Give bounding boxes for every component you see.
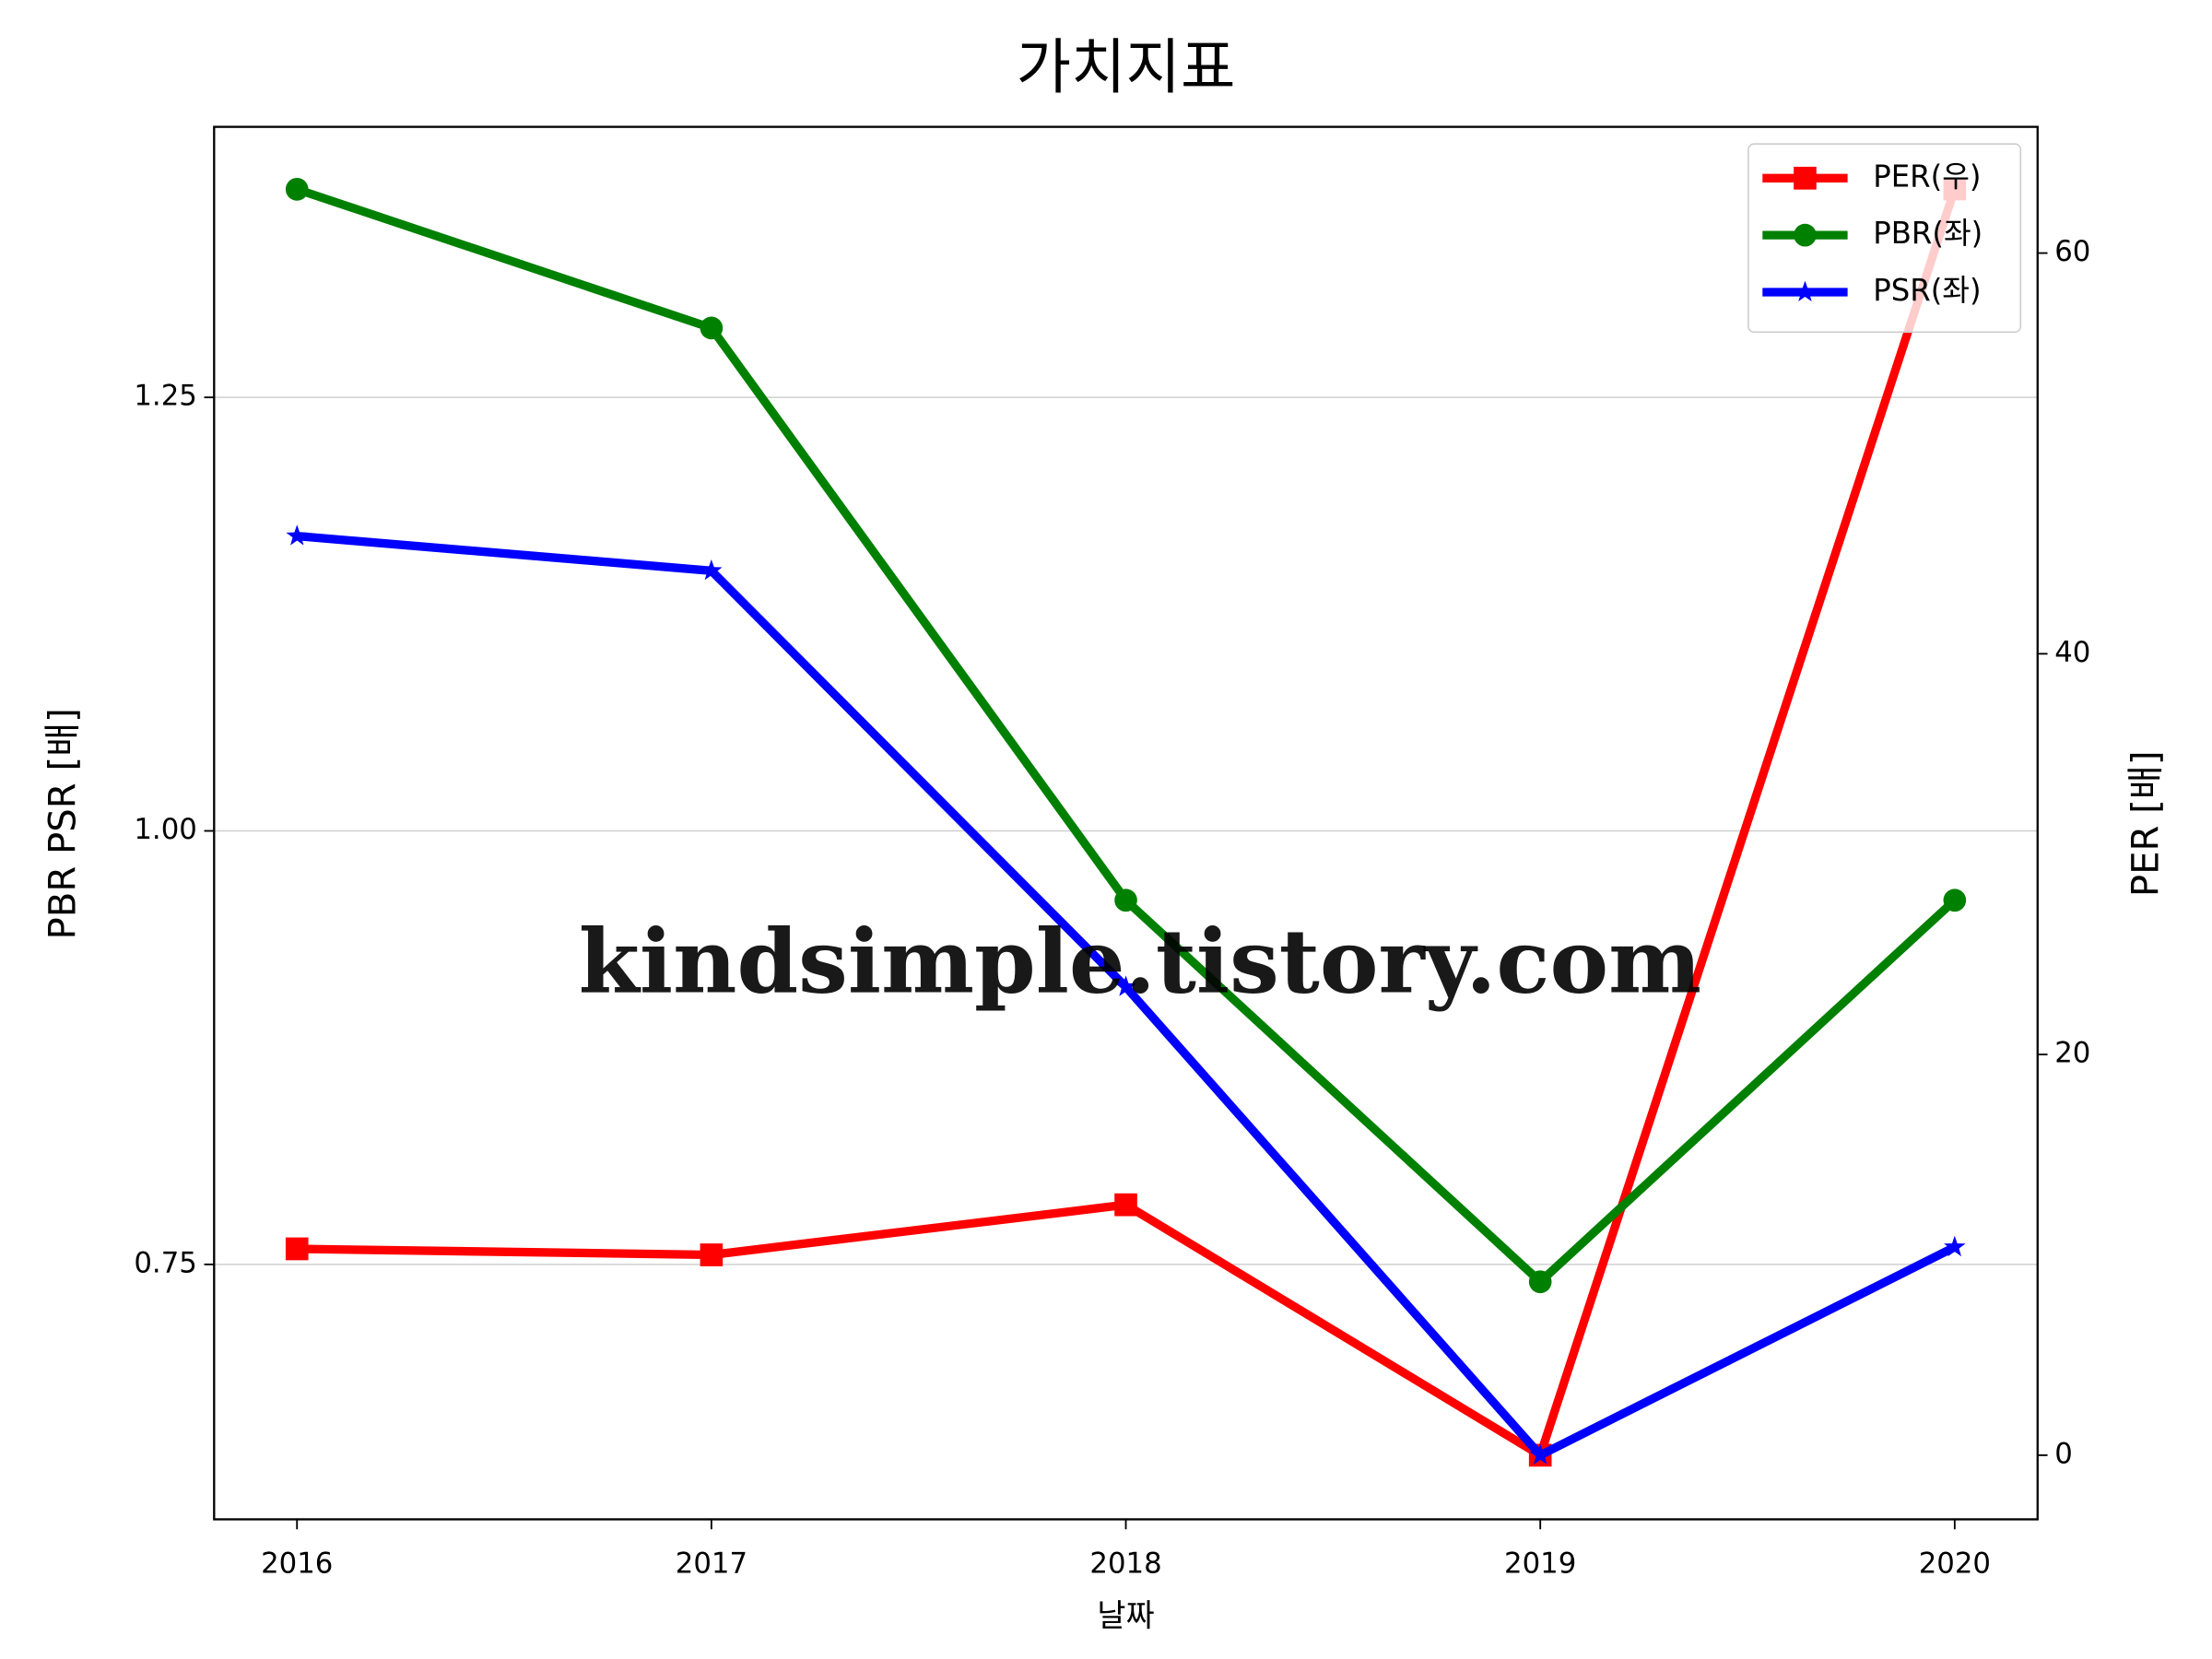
x-tick-label: 2020 [1919,1547,1991,1580]
legend-marker [1794,166,1817,190]
marker [1114,975,1137,996]
legend-entry: PER(우) [1762,159,1982,194]
x-tick-label: 2018 [1089,1547,1161,1580]
y2-tick-label: 0 [2054,1437,2073,1470]
y-tick-label: 1.25 [134,380,196,413]
legend-entry: PBR(좌) [1762,216,1983,251]
y2-tick-label: 60 [2054,235,2090,268]
marker [700,1243,724,1266]
plot-frame [213,125,2039,1521]
marker [1944,1235,1966,1257]
marker [286,524,308,546]
x-tick-label: 2016 [261,1547,333,1580]
y-tick-label: 1.00 [134,813,196,846]
marker [1528,1270,1552,1294]
y-axis-label: PBR PSR [배] [42,708,85,939]
marker [1943,888,1967,912]
legend-entry: PSR(좌) [1762,273,1982,308]
legend-label: PER(우) [1873,159,1981,194]
y2-axis-label: PER [배] [2125,750,2168,897]
x-tick-label: 2017 [676,1547,747,1580]
marker [285,1237,309,1261]
chart-title: 가치지표 [1017,33,1236,102]
y2-tick-label: 40 [2054,636,2090,669]
y-tick-label: 0.75 [134,1246,196,1279]
legend-marker [1794,223,1817,247]
legend-box [1747,143,2022,334]
marker [700,559,723,581]
marker [700,316,724,340]
series [285,177,1967,1294]
marker [285,177,309,201]
legend-label: PSR(좌) [1873,273,1981,308]
x-axis-label: 날짜 [1097,1599,1154,1635]
marker [1114,1193,1137,1217]
marker [1114,888,1137,912]
series [286,524,1966,1465]
y2-tick-label: 20 [2054,1037,2090,1070]
watermark: kindsimple.tistory.com [579,909,1701,1013]
legend-label: PBR(좌) [1873,216,1983,251]
x-tick-label: 2019 [1504,1547,1576,1580]
legend-marker [1794,280,1817,302]
marker [1529,1443,1551,1465]
